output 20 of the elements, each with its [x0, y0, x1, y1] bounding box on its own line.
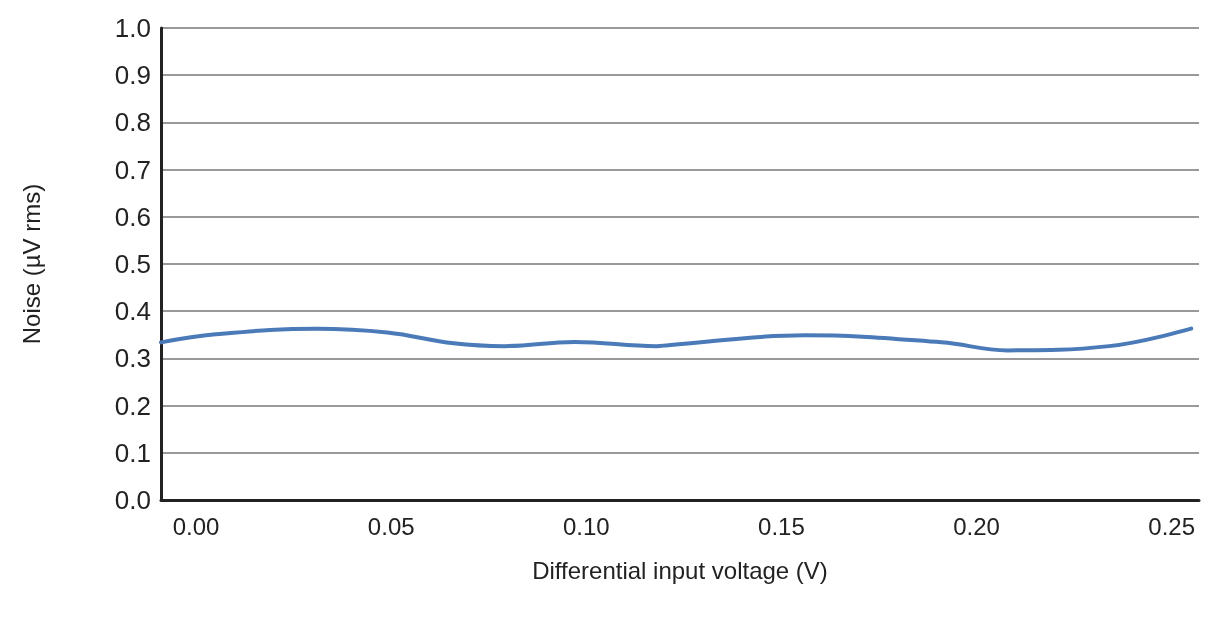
x-tick-label: 0.25 — [1148, 512, 1196, 540]
y-tick-label: 0.0 — [114, 485, 151, 515]
x-tick-label: 0.00 — [172, 512, 220, 540]
y-tick-label: 0.6 — [114, 201, 151, 232]
y-tick-label: 0.1 — [114, 437, 151, 468]
x-tick-label: 0.10 — [562, 512, 610, 540]
y-tick-label: 0.3 — [114, 343, 151, 374]
line-series — [159, 326, 1194, 353]
y-tick-label: 0.2 — [114, 390, 151, 421]
y-tick-label: 0.7 — [114, 154, 151, 185]
y-axis-title: Noise (µV rms) — [17, 183, 45, 345]
y-tick-label: 0.5 — [114, 249, 151, 279]
x-tick-label: 0.20 — [953, 512, 1000, 540]
y-tick-label: 0.8 — [114, 107, 151, 138]
y-tick-label: 0.4 — [114, 296, 151, 327]
y-tick-label: 1.0 — [114, 13, 151, 43]
x-tick-label: 0.15 — [758, 512, 805, 540]
x-tick-label: 0.05 — [367, 512, 415, 540]
x-axis-title: Differential input voltage (V) — [532, 556, 828, 584]
y-tick-label: 0.9 — [114, 60, 151, 91]
